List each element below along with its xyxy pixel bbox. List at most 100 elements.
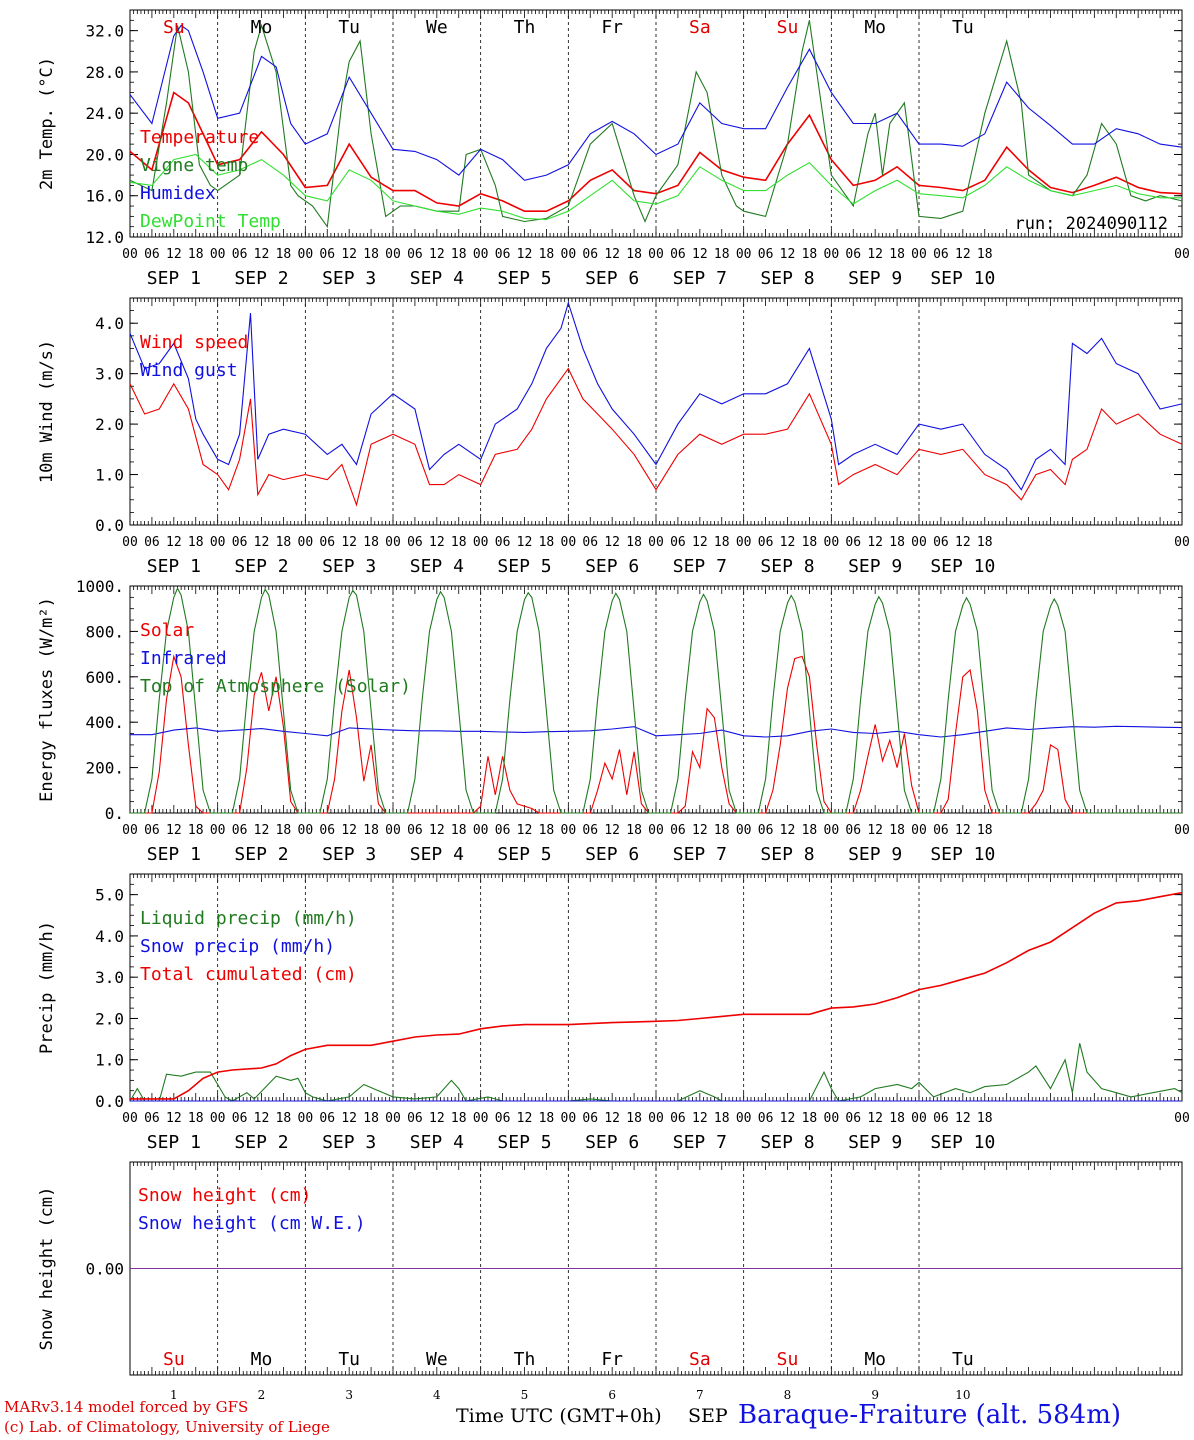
hour-label: 06 [407, 823, 423, 838]
date-label: SEP 9 [848, 1132, 902, 1153]
hour-label: 12 [604, 1111, 620, 1126]
legend-entry: Wind speed [140, 332, 248, 353]
hour-label: 00 [298, 535, 314, 550]
hour-label: 00 [298, 1111, 314, 1126]
y-tick-label: 4.0 [95, 927, 124, 946]
legend-entry: Total cumulated (cm) [140, 964, 357, 985]
legend-entry: Snow height (cm W.E.) [138, 1213, 366, 1234]
day-name: Su [777, 1349, 799, 1370]
date-label: SEP 10 [930, 556, 995, 577]
hour-label: 00 [561, 823, 577, 838]
hour-label: 18 [977, 1111, 993, 1126]
day-name: Tu [952, 17, 974, 38]
hour-label: 06 [232, 535, 248, 550]
day-number: 6 [608, 1388, 616, 1402]
hour-label: 18 [626, 1111, 642, 1126]
legend-entry: Solar [140, 620, 194, 641]
date-label: SEP 9 [848, 556, 902, 577]
hour-label: 18 [276, 247, 292, 262]
hour-label: 06 [319, 247, 335, 262]
day-name: Tu [338, 1349, 360, 1370]
hour-label: 12 [429, 247, 445, 262]
y-tick-label: 1.0 [95, 1051, 124, 1070]
y-axis-label: 2m Temp. (°C) [37, 57, 57, 190]
hour-label: 00 [736, 247, 752, 262]
hour-label: 00 [210, 247, 226, 262]
hour-label: 18 [977, 535, 993, 550]
hour-label: 00 [385, 247, 401, 262]
day-number: 7 [696, 1388, 704, 1402]
y-tick-label: 800. [85, 622, 124, 641]
legend-entry: Snow precip (mm/h) [140, 936, 335, 957]
day-number: 9 [871, 1388, 879, 1402]
hour-label: 06 [319, 1111, 335, 1126]
hour-label: 06 [582, 823, 598, 838]
date-label: SEP 10 [930, 268, 995, 289]
hour-label: 06 [495, 823, 511, 838]
day-name: We [426, 1349, 448, 1370]
hour-label: 06 [582, 535, 598, 550]
hour-label: 18 [977, 823, 993, 838]
hour-label: 12 [955, 1111, 971, 1126]
date-label: SEP 10 [930, 1132, 995, 1153]
day-number: 8 [784, 1388, 792, 1402]
day-name: Su [163, 17, 185, 38]
hour-label: 18 [276, 823, 292, 838]
day-name: Mo [251, 17, 273, 38]
hour-label: 18 [276, 535, 292, 550]
hour-label: 00 [911, 535, 927, 550]
hour-label: 12 [254, 247, 270, 262]
hour-label: 06 [758, 247, 774, 262]
hour-label: 18 [802, 535, 818, 550]
legend-entry: DewPoint Temp [140, 211, 281, 232]
hour-label: 18 [802, 247, 818, 262]
hour-label: 12 [692, 535, 708, 550]
hour-label: 00 [473, 535, 489, 550]
series-line-infrared [130, 725, 1183, 738]
date-label: SEP 4 [410, 1132, 464, 1153]
hour-label: 18 [451, 247, 467, 262]
hour-label: 06 [407, 247, 423, 262]
hour-label: 12 [254, 823, 270, 838]
hour-label: 18 [626, 247, 642, 262]
hour-label: 00 [648, 535, 664, 550]
hour-label: 00 [298, 247, 314, 262]
day-name: Tu [952, 1349, 974, 1370]
date-label: SEP 6 [585, 556, 639, 577]
date-label: SEP 9 [848, 268, 902, 289]
day-name: Sa [689, 17, 711, 38]
date-label: SEP 3 [322, 268, 376, 289]
hour-label: 12 [166, 1111, 182, 1126]
hour-label: 06 [670, 1111, 686, 1126]
panel-4: 0.0 1.0 2.0 3.0 4.0 5.0 Precip (mm/h) Liquid pr… [37, 873, 1190, 1153]
date-label: SEP 3 [322, 556, 376, 577]
y-tick-label: 0.0 [95, 516, 124, 535]
hour-label: 06 [407, 1111, 423, 1126]
series-line-wind-speed [129, 367, 1183, 507]
hour-label: 18 [714, 1111, 730, 1126]
date-label: SEP 5 [497, 844, 551, 865]
panel-3: 0. 200. 400. 600. 800. 1000. Energy fluxes (W/… [37, 577, 1190, 865]
hour-label: 12 [604, 823, 620, 838]
hour-label: 18 [451, 823, 467, 838]
date-label: SEP 1 [147, 268, 201, 289]
hour-label: 12 [429, 535, 445, 550]
y-tick-label: 24.0 [85, 104, 124, 123]
date-label: SEP 6 [585, 1132, 639, 1153]
date-label: SEP 5 [497, 1132, 551, 1153]
y-tick-label: 1.0 [95, 466, 124, 485]
hour-label: 06 [582, 247, 598, 262]
hour-label: 06 [670, 247, 686, 262]
hour-label: 18 [889, 1111, 905, 1126]
hour-label: 06 [758, 823, 774, 838]
y-tick-label: 0. [105, 804, 124, 823]
hour-label: 18 [363, 1111, 379, 1126]
y-axis-label: Precip (mm/h) [37, 921, 57, 1054]
day-number: 4 [433, 1388, 441, 1402]
series-line-wind-gust [129, 301, 1183, 491]
hour-label: 06 [933, 1111, 949, 1126]
hour-label: 06 [319, 535, 335, 550]
panel-2: 0.0 1.0 2.0 3.0 4.0 10m Wind (m/s) Wind speed W… [37, 297, 1190, 577]
hour-label: 00 [1174, 247, 1190, 262]
